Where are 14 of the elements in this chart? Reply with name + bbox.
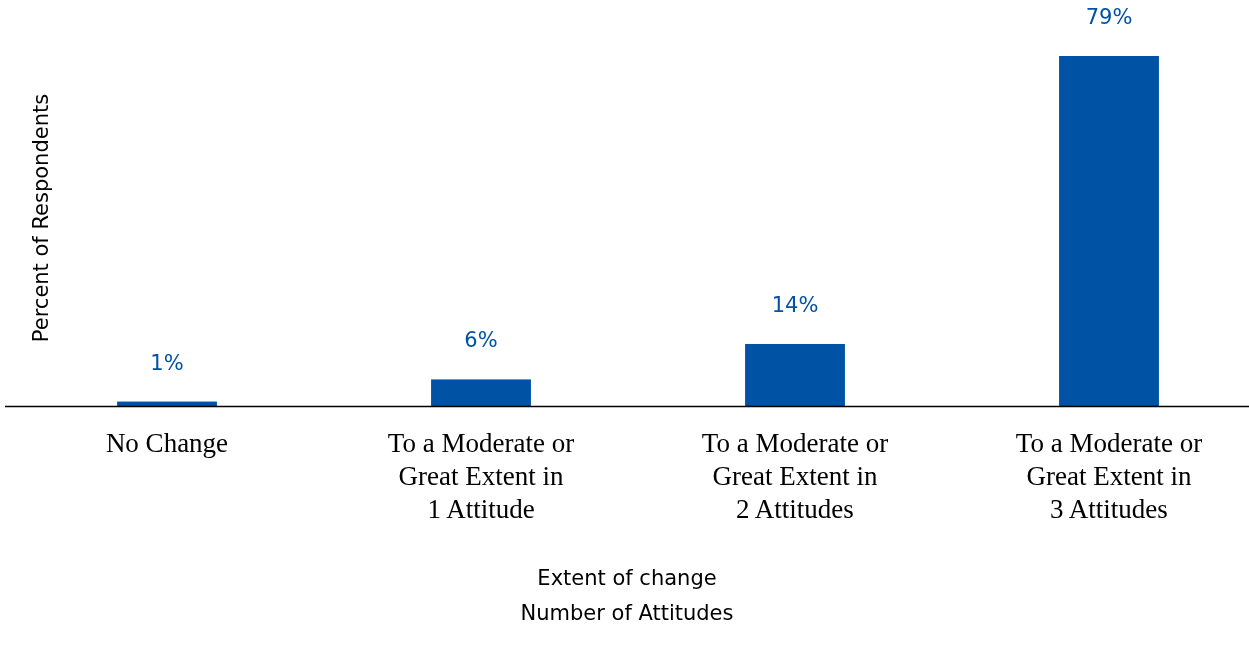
data-label: 1% <box>150 350 184 375</box>
bar <box>1059 56 1159 406</box>
bar <box>745 343 845 406</box>
data-label: 79% <box>1085 5 1133 29</box>
x-axis-title: Extent of change Number of Attitudes <box>520 566 734 625</box>
x-tick-label: To a Moderate or Great Extent in 2 Attitudes <box>701 428 889 524</box>
data-label: 6% <box>464 328 498 353</box>
y-axis-title: Percent of Respondents <box>29 93 53 343</box>
x-tick-label: No Change <box>105 428 229 458</box>
data-label: 14% <box>771 292 819 317</box>
bar <box>431 379 531 406</box>
x-tick-label: To a Moderate or Great Extent in 1 Attitude <box>387 428 575 524</box>
bar <box>117 401 217 406</box>
x-tick-label: To a Moderate or Great Extent in 3 Attitudes <box>1015 428 1203 524</box>
